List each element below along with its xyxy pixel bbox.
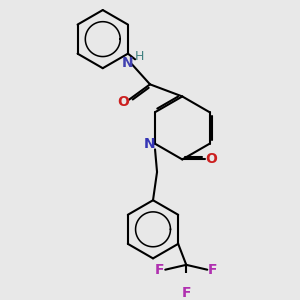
Text: N: N <box>122 56 134 70</box>
Text: H: H <box>135 50 145 63</box>
Text: O: O <box>205 152 217 167</box>
Text: F: F <box>155 263 164 277</box>
Text: F: F <box>182 286 191 300</box>
Text: N: N <box>144 137 156 151</box>
Text: F: F <box>208 263 218 277</box>
Text: O: O <box>117 95 129 109</box>
